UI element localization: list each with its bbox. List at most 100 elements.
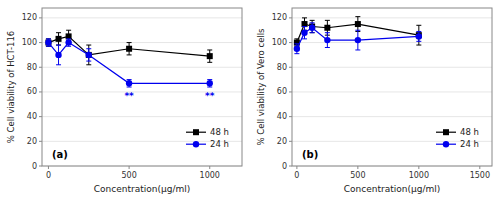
- legend-marker: [443, 129, 449, 135]
- tick: [39, 42, 42, 43]
- tick-label: 100: [22, 38, 37, 47]
- tick: [48, 166, 49, 169]
- grid-line: [292, 67, 492, 68]
- tick-label: 0: [294, 171, 299, 180]
- data-point: [416, 33, 422, 39]
- legend: 48 h 24 h: [436, 127, 479, 149]
- tick-label: 60: [27, 87, 37, 96]
- tick: [289, 91, 292, 92]
- tick: [39, 17, 42, 18]
- y-axis-label: % Cell viability of HCT-116: [6, 31, 16, 143]
- tick-label: 0: [282, 162, 287, 171]
- data-point: [126, 46, 132, 52]
- error-bar: [416, 25, 421, 45]
- error-bar: [127, 80, 132, 87]
- grid-line: [292, 91, 492, 92]
- grid-line: [292, 116, 492, 117]
- plot-frame: [292, 8, 492, 166]
- legend-marker: [193, 141, 199, 147]
- chart: 02040608010012005001000Concentration(μg/…: [0, 0, 500, 206]
- legend-label: 48 h: [460, 127, 479, 137]
- error-bar: [127, 43, 132, 55]
- error-bar: [86, 45, 91, 65]
- grid-line: [42, 17, 242, 18]
- tick: [129, 166, 130, 169]
- annotation: **: [205, 91, 215, 101]
- x-axis-label: Concentration(μg/ml): [344, 184, 440, 194]
- tick: [39, 141, 42, 142]
- tick-label: 1000: [200, 171, 220, 180]
- error-bar: [294, 44, 299, 54]
- data-point: [45, 40, 51, 46]
- tick-label: 1000: [409, 171, 429, 180]
- data-point: [324, 37, 330, 43]
- tick-label: 40: [277, 112, 287, 121]
- tick-label: 1500: [470, 171, 490, 180]
- data-point: [45, 39, 51, 45]
- tick: [418, 166, 419, 169]
- grid-line: [42, 67, 242, 68]
- data-point: [324, 25, 330, 31]
- grid-line: [42, 116, 242, 117]
- tick: [289, 67, 292, 68]
- tick: [39, 67, 42, 68]
- grid-line: [42, 42, 242, 43]
- legend-label: 48 h: [210, 127, 229, 137]
- error-bar: [355, 30, 360, 50]
- panel-label: (b): [302, 149, 318, 160]
- error-bar: [310, 20, 315, 32]
- tick: [39, 116, 42, 117]
- series-line: [48, 36, 209, 56]
- tick-label: 0: [32, 162, 37, 171]
- tick: [39, 91, 42, 92]
- error-bar: [46, 39, 51, 46]
- grid-line: [292, 42, 492, 43]
- tick: [39, 166, 42, 167]
- tick-label: 100: [272, 38, 287, 47]
- data-point: [355, 21, 361, 27]
- legend-label: 24 h: [210, 139, 229, 149]
- legend: 48 h 24 h: [186, 127, 229, 149]
- tick: [289, 166, 292, 167]
- tick: [479, 166, 480, 169]
- data-point: [207, 80, 213, 86]
- panel-label: (a): [52, 149, 68, 160]
- tick-label: 20: [27, 137, 37, 146]
- data-group: [45, 30, 213, 87]
- error-bar: [355, 17, 360, 32]
- error-bar: [86, 49, 91, 61]
- tick: [289, 116, 292, 117]
- error-bar: [325, 33, 330, 48]
- error-bar: [416, 31, 421, 41]
- tick: [357, 166, 358, 169]
- data-group: [294, 17, 422, 54]
- data-point: [301, 29, 307, 35]
- tick-label: 60: [277, 87, 287, 96]
- tick-label: 500: [121, 171, 136, 180]
- data-point: [294, 46, 300, 52]
- data-point: [55, 52, 61, 58]
- tick-label: 0: [46, 171, 51, 180]
- tick-label: 80: [277, 63, 287, 72]
- annotation: **: [124, 91, 134, 101]
- error-bar: [207, 80, 212, 87]
- grid-line: [292, 17, 492, 18]
- legend-label: 24 h: [460, 139, 479, 149]
- legend-marker: [443, 141, 449, 147]
- data-point: [86, 52, 92, 58]
- plot-frame: [42, 8, 242, 166]
- data-point: [309, 25, 315, 31]
- tick-label: 500: [350, 171, 365, 180]
- data-point: [56, 36, 62, 42]
- x-axis-label: Concentration(μg/ml): [94, 184, 190, 194]
- panel: 02040608010012005001000Concentration(μg/…: [6, 8, 242, 194]
- panel: 020406080100120050010001500Concentration…: [256, 8, 492, 194]
- error-bar: [66, 39, 71, 46]
- error-bar: [46, 39, 51, 46]
- data-point: [355, 37, 361, 43]
- tick: [289, 141, 292, 142]
- error-bar: [310, 23, 315, 33]
- tick-label: 20: [277, 137, 287, 146]
- data-point: [65, 39, 71, 45]
- tick-label: 40: [27, 112, 37, 121]
